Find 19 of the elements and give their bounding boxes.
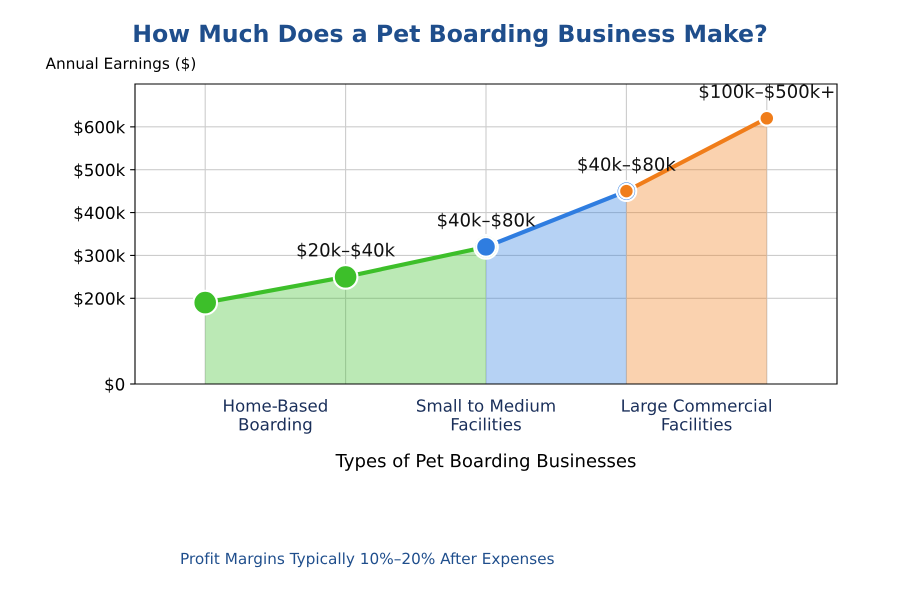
- y-tick-label: $300k: [74, 249, 126, 264]
- y-axis-title: Annual Earnings ($): [46, 57, 196, 72]
- text: Large Commercial Facilities: [622, 399, 771, 431]
- y-tick-label: $600k: [74, 120, 126, 136]
- text: Home-Based Boarding: [224, 399, 327, 434]
- annotation: $20k–$40k: [298, 242, 395, 260]
- annotation: $40k–$80k: [578, 157, 676, 174]
- x-axis-title: Types of Pet Boarding Businesses: [336, 453, 636, 471]
- chart-title: How Much Does a Pet Boarding Business Make?: [134, 24, 766, 48]
- point: [192, 290, 218, 316]
- text: Small to Medium Facilities: [416, 399, 555, 431]
- y-tick-label: $200k: [74, 292, 126, 308]
- annotation: $40k–$80k: [438, 212, 536, 230]
- text: Profit Margins Typically 10%–20% After Expenses: [182, 552, 554, 568]
- point: [332, 264, 358, 290]
- y-tick-label: $500k: [74, 163, 126, 178]
- y-tick-label: $400k: [74, 206, 126, 222]
- annotation: $100k–$500k+: [700, 84, 834, 101]
- y-tick-label: $0: [105, 378, 124, 393]
